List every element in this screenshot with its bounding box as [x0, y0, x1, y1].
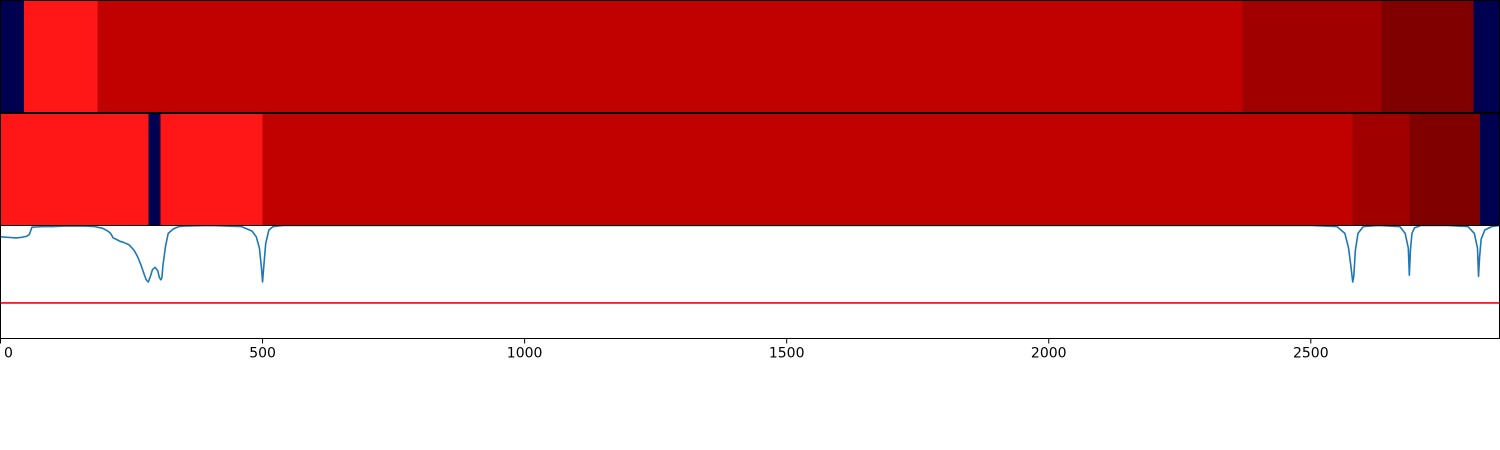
heatmap-segment-1-3	[262, 113, 1353, 226]
line-series-0	[0, 225, 1500, 283]
line-panel-bottom	[0, 225, 1500, 339]
line-series-group	[0, 225, 1500, 304]
heatmap-panel-top	[0, 0, 1500, 113]
heatmap-segment-1-4	[1352, 113, 1410, 226]
heatmap-segment-1-1	[148, 113, 161, 226]
heatmap-segment-1-0	[0, 113, 149, 226]
heatmap-segment-1-2	[160, 113, 263, 226]
x-tick-label-0: 0	[4, 346, 13, 362]
x-axis: 0 500 1000 1500 2000 2500	[0, 338, 1329, 362]
heatmap-segment-1-6	[1480, 113, 1500, 226]
heatmap-segment-0-3	[1242, 0, 1382, 113]
heatmap-segment-0-1	[24, 0, 98, 113]
panel-frame-2	[0, 225, 1500, 339]
heatmap-segment-0-2	[97, 0, 1243, 113]
heatmap-segment-0-5	[1473, 0, 1500, 113]
x-tick-label-3: 1500	[769, 346, 805, 362]
x-tick-label-5: 2500	[1293, 346, 1329, 362]
heatmap-segment-1-5	[1409, 113, 1481, 226]
x-tick-label-4: 2000	[1031, 346, 1067, 362]
heatmap-segment-0-4	[1381, 0, 1474, 113]
x-tick-label-2: 1000	[507, 346, 543, 362]
heatmap-segment-0-0	[0, 0, 25, 113]
heatmap-panel-middle	[0, 113, 1500, 226]
x-tick-label-1: 500	[249, 346, 276, 362]
